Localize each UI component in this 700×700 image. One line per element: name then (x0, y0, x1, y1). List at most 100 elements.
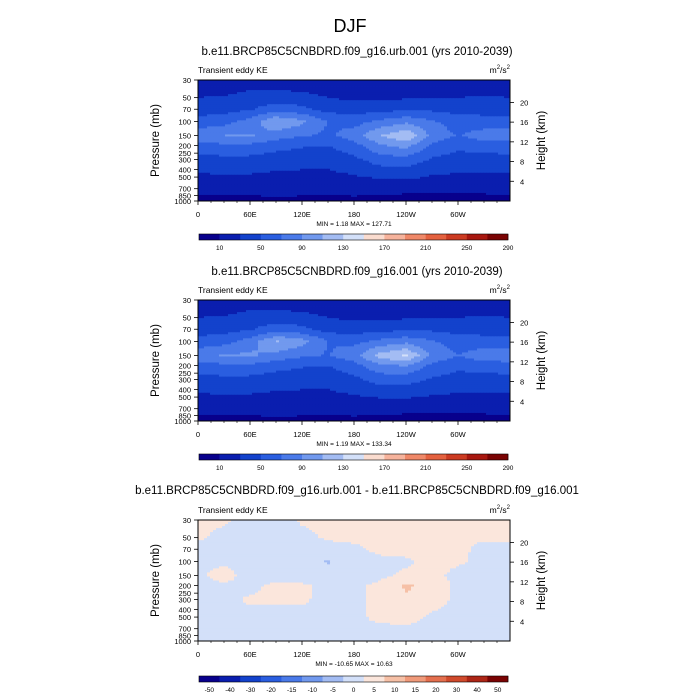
contour-cell (291, 86, 295, 89)
contour-cell (411, 86, 415, 89)
contour-cell (504, 92, 508, 95)
contour-cell (345, 152, 349, 156)
contour-cell (477, 82, 481, 85)
contour-cell (234, 98, 238, 101)
contour-cell (501, 84, 505, 87)
contour-cell (318, 158, 322, 162)
contour-cell (324, 136, 328, 139)
contour-cell (447, 122, 451, 125)
contour-cell (372, 156, 376, 160)
contour-cell (222, 138, 226, 141)
contour-cell (261, 154, 265, 158)
contour-cell (375, 174, 379, 178)
contour-cell (372, 162, 376, 166)
contour-cell (351, 156, 355, 160)
contour-cell (390, 94, 394, 97)
contour-cell (507, 112, 510, 115)
contour-cell (306, 140, 310, 143)
contour-cell (474, 108, 478, 111)
contour-cell (462, 166, 466, 170)
contour-cell (327, 166, 331, 170)
contour-cell (408, 86, 412, 89)
contour-cell (330, 108, 334, 111)
contour-cell (252, 94, 256, 97)
contour-cell (345, 162, 349, 166)
contour-cell (342, 82, 346, 85)
contour-cell (333, 152, 337, 156)
contour-cell (306, 104, 310, 107)
contour-cell (447, 174, 451, 178)
contour-cell (204, 162, 208, 166)
contour-cell (456, 118, 460, 121)
contour-cell (465, 132, 469, 135)
contour-cell (204, 130, 208, 133)
contour-cell (357, 118, 361, 121)
contour-cell (336, 102, 340, 105)
contour-cell (426, 94, 430, 97)
contour-cell (270, 174, 274, 178)
contour-cell (372, 104, 376, 107)
contour-cell (405, 122, 409, 125)
contour-cell (345, 138, 349, 141)
contour-cell (231, 152, 235, 156)
contour-cell (372, 108, 376, 111)
contour-cell (336, 116, 340, 119)
contour-cell (222, 112, 226, 115)
contour-cell (297, 168, 301, 172)
contour-cell (498, 142, 502, 145)
contour-cell (285, 112, 289, 115)
contour-cell (351, 124, 355, 127)
contour-cell (411, 172, 415, 176)
contour-cell (441, 136, 445, 139)
contour-cell (450, 146, 454, 149)
contour-cell (483, 160, 487, 164)
contour-cell (429, 144, 433, 147)
contour-cell (228, 104, 232, 107)
contour-cell (399, 118, 403, 121)
contour-cell (468, 124, 472, 127)
contour-cell (450, 98, 454, 101)
contour-cell (468, 126, 472, 129)
contour-cell (345, 154, 349, 158)
contour-cell (315, 106, 319, 109)
contour-cell (273, 118, 277, 121)
contour-cell (201, 118, 205, 121)
contour-cell (246, 174, 250, 178)
contour-cell (444, 92, 448, 95)
contour-cell (321, 166, 325, 170)
contour-cell (354, 154, 358, 158)
contour-cell (255, 154, 259, 158)
contour-cell (321, 106, 325, 109)
contour-cell (444, 100, 448, 103)
contour-cell (360, 146, 364, 149)
contour-cell (282, 90, 286, 93)
contour-cell (315, 146, 319, 149)
contour-cell (282, 106, 286, 109)
contour-cell (348, 144, 352, 147)
contour-cell (234, 174, 238, 178)
contour-cell (390, 168, 394, 172)
contour-cell (321, 168, 325, 172)
contour-cell (477, 96, 481, 99)
contour-cell (204, 156, 208, 160)
contour-cell (333, 104, 337, 107)
contour-cell (447, 102, 451, 105)
contour-cell (453, 88, 457, 91)
contour-cell (354, 118, 358, 121)
contour-cell (423, 92, 427, 95)
contour-cell (354, 128, 358, 131)
contour-cell (387, 134, 391, 137)
contour-cell (258, 94, 262, 97)
contour-cell (255, 162, 259, 166)
contour-cell (417, 94, 421, 97)
contour-cell (267, 132, 271, 135)
contour-cell (333, 106, 337, 109)
contour-cell (243, 100, 247, 103)
contour-cell (381, 90, 385, 93)
contour-cell (330, 152, 334, 156)
contour-cell (201, 176, 205, 180)
contour-cell (276, 94, 280, 97)
contour-cell (444, 118, 448, 121)
contour-cell (444, 152, 448, 156)
contour-cell (495, 148, 499, 151)
